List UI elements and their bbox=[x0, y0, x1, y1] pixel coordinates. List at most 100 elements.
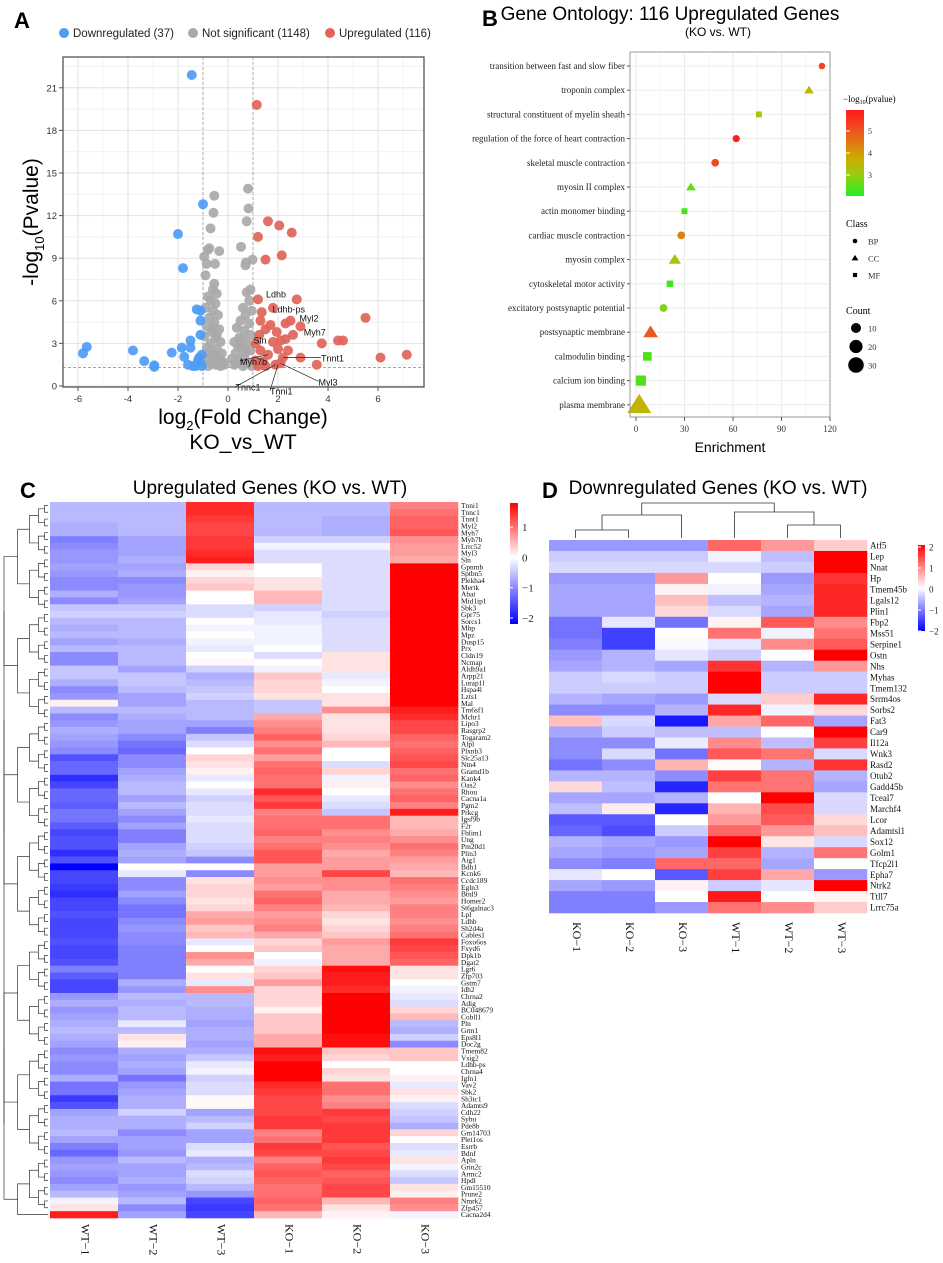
heatmap-cell bbox=[50, 958, 119, 966]
heatmap-cell bbox=[602, 715, 656, 727]
y-tick-label: 3 bbox=[52, 339, 57, 350]
go-term-label: cardiac muscle contraction bbox=[529, 230, 626, 240]
heatmap-cell bbox=[118, 617, 187, 626]
gene-row-label: Wnk3 bbox=[870, 749, 892, 759]
heatmap-cell bbox=[322, 924, 391, 932]
x-tick-label: -6 bbox=[74, 394, 82, 405]
heatmap-cell bbox=[322, 631, 391, 639]
volcano-frame bbox=[62, 56, 425, 388]
heatmap-cell bbox=[186, 822, 255, 830]
class-legend-circle-icon bbox=[852, 238, 858, 244]
dendrogram-branch bbox=[38, 1108, 45, 1123]
heatmap-cell bbox=[814, 605, 868, 618]
heatmap-cell bbox=[118, 590, 187, 598]
heatmap-cell bbox=[118, 522, 187, 530]
volcano-point bbox=[231, 358, 242, 369]
heatmap-cell bbox=[322, 604, 391, 612]
gene-row-label: Zfp703 bbox=[461, 972, 483, 981]
heatmap-cell bbox=[322, 658, 391, 666]
heatmap-cell bbox=[186, 590, 255, 598]
heatmap-cell bbox=[390, 549, 459, 557]
heatmap-cell bbox=[322, 583, 391, 591]
volcano-point bbox=[253, 294, 263, 305]
heatmap-cell bbox=[390, 522, 459, 530]
gene-row-label: Adig bbox=[461, 999, 476, 1008]
dendrogram-branch bbox=[38, 672, 45, 687]
heatmap-cell bbox=[118, 842, 187, 851]
go-term-marker bbox=[755, 111, 762, 118]
heatmap-cell bbox=[118, 645, 187, 653]
dendrogram-branch bbox=[38, 972, 45, 987]
x-tick-label: 0 bbox=[634, 424, 639, 434]
heatmap-cell bbox=[50, 917, 119, 926]
heatmap-cell bbox=[655, 759, 709, 771]
heatmap-cell bbox=[602, 594, 656, 607]
heatmap-cell bbox=[50, 686, 119, 694]
gene-label-myl3: Myl3 bbox=[319, 377, 338, 387]
heatmap-cell bbox=[549, 869, 603, 881]
heatmap-cell bbox=[186, 1027, 255, 1035]
heatmap-cell bbox=[390, 931, 459, 939]
dendrogram-branch bbox=[44, 1146, 48, 1154]
heatmap-c-color-bar bbox=[510, 503, 518, 624]
gene-row-label: Mpz bbox=[461, 631, 475, 640]
heatmap-cell bbox=[50, 924, 119, 932]
heatmap-cell bbox=[50, 1197, 119, 1205]
gene-row-label: Hspa4l bbox=[461, 685, 482, 694]
heatmap-cell bbox=[322, 1156, 391, 1164]
label-leader-line bbox=[239, 354, 269, 362]
heatmap-cell bbox=[118, 692, 187, 701]
heatmap-cell bbox=[322, 638, 391, 646]
gene-row-label: Mertk bbox=[461, 583, 479, 592]
gene-row-label: Kcnk6 bbox=[461, 869, 481, 878]
heatmap-cell bbox=[186, 706, 255, 714]
panel-letter-c: C bbox=[20, 478, 36, 503]
heatmap-cell bbox=[322, 1149, 391, 1157]
heatmap-cell bbox=[186, 631, 255, 639]
heatmap-cell bbox=[814, 737, 868, 749]
gene-row-label: Lpl bbox=[461, 910, 471, 919]
heatmap-cell bbox=[50, 665, 119, 673]
color-tick-label: 3 bbox=[868, 171, 872, 180]
heatmap-cell bbox=[761, 693, 815, 705]
heatmap-cell bbox=[814, 858, 868, 870]
heatmap-cell bbox=[254, 747, 323, 755]
heatmap-cell bbox=[50, 713, 119, 721]
volcano-point bbox=[401, 349, 412, 360]
heatmap-cell bbox=[602, 660, 656, 672]
gene-row-label: Chrna4 bbox=[461, 1067, 483, 1076]
heatmap-cell bbox=[390, 829, 459, 837]
heatmap-cell bbox=[50, 1013, 119, 1021]
volcano-point bbox=[195, 329, 206, 340]
heatmap-cell bbox=[118, 679, 187, 687]
heatmap-cell bbox=[118, 904, 187, 912]
gene-row-label: Ldhb bbox=[461, 917, 477, 926]
go-term-marker bbox=[659, 304, 668, 312]
gene-row-label: Myl2 bbox=[461, 521, 477, 530]
heatmap-cell bbox=[254, 1204, 323, 1212]
heatmap-cell bbox=[50, 679, 119, 687]
volcano-point bbox=[179, 351, 190, 362]
heatmap-cell bbox=[549, 715, 603, 727]
heatmap-cell bbox=[50, 740, 119, 748]
label-leader-line bbox=[235, 364, 276, 388]
volcano-point bbox=[338, 335, 348, 346]
heatmap-cell bbox=[254, 802, 323, 810]
go-term-marker bbox=[818, 62, 826, 70]
volcano-point bbox=[280, 334, 291, 345]
heatmap-cell bbox=[549, 594, 603, 607]
heatmap-cell bbox=[655, 891, 709, 903]
heatmap-cell bbox=[50, 638, 119, 646]
heatmap-cell bbox=[254, 1020, 323, 1028]
heatmap-cell bbox=[814, 550, 868, 563]
heatmap-cell bbox=[118, 1163, 187, 1171]
heatmap-cell bbox=[254, 1136, 323, 1144]
heatmap-cell bbox=[549, 748, 603, 760]
heatmap-cell bbox=[254, 740, 323, 748]
gene-row-label: Cables1 bbox=[461, 931, 485, 940]
gene-row-label: Idh2 bbox=[461, 985, 475, 994]
heatmap-cell bbox=[186, 1006, 255, 1014]
heatmap-cell bbox=[390, 1027, 459, 1035]
gene-row-label: Oas2 bbox=[461, 781, 476, 790]
dendrogram-branch bbox=[44, 1159, 48, 1168]
